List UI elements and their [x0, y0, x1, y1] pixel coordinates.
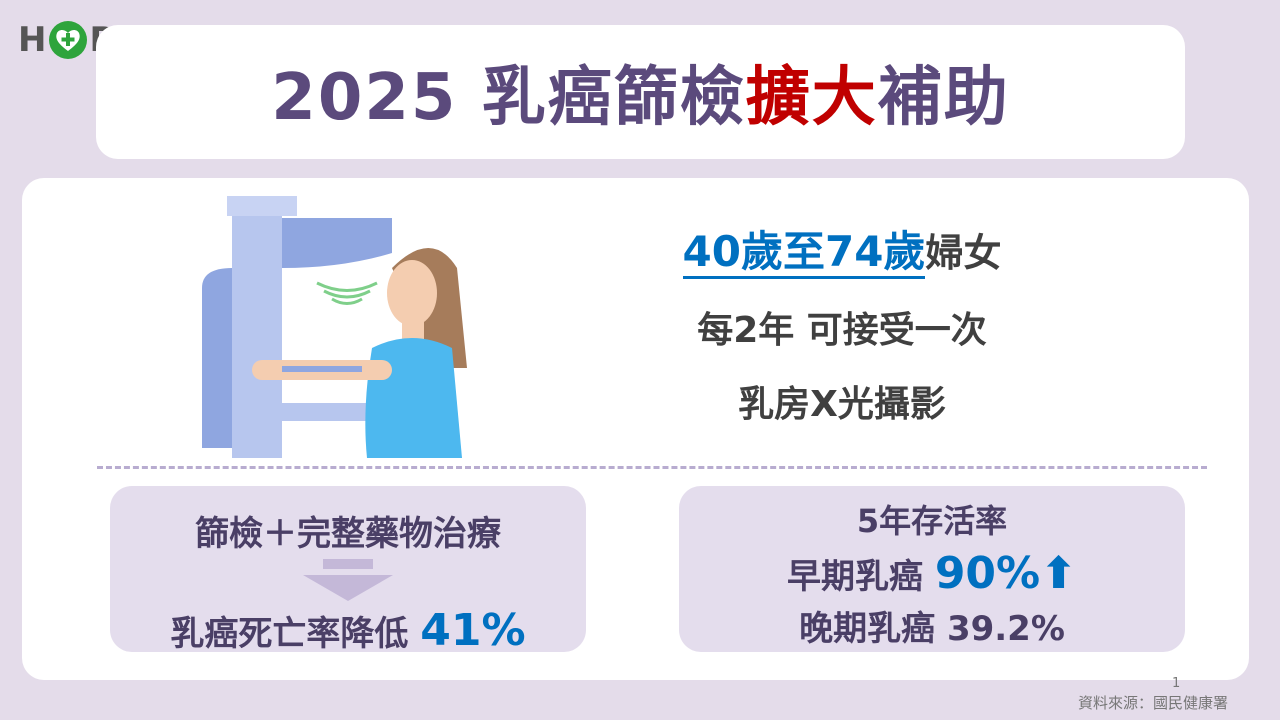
early-value: 90%: [934, 548, 1041, 599]
frequency-text: 每2年 可接受一次: [697, 310, 987, 351]
title-part: 2025 乳癌篩檢: [271, 61, 746, 135]
arrow-down-icon-head: [303, 575, 393, 601]
eligibility-info: 40歲至74歲婦女 每2年 可接受一次 乳房X光攝影: [582, 218, 1102, 427]
title-banner: 2025 乳癌篩檢擴大補助: [96, 25, 1185, 159]
page-title: 2025 乳癌篩檢擴大補助: [271, 46, 1009, 138]
exam-text: 乳房X光攝影: [738, 384, 946, 425]
logo-text: H: [18, 20, 48, 60]
late-value: 39.2%: [946, 609, 1065, 649]
mortality-label: 乳癌死亡率降低: [170, 614, 409, 654]
page-number: 1: [1172, 676, 1181, 691]
title-part: 補助: [877, 61, 1010, 135]
mammography-illustration: [202, 196, 467, 458]
survival-heading: 5年存活率: [856, 502, 1008, 540]
survival-box: 5年存活率 早期乳癌 90%⬆ 晚期乳癌 39.2%: [679, 486, 1185, 652]
divider: [97, 466, 1207, 469]
source-note: 資料來源：國民健康署: [1078, 694, 1229, 712]
heart-cross-icon: [49, 21, 88, 59]
mortality-value: 41%: [420, 605, 526, 656]
arrow-down-icon: [323, 559, 373, 569]
mortality-box: 篩檢＋完整藥物治療 乳癌死亡率降低 41%: [110, 486, 586, 656]
title-highlight: 擴大: [745, 61, 878, 135]
treatment-text: 篩檢＋完整藥物治療: [195, 514, 501, 554]
arrow-up-icon: ⬆: [1040, 548, 1078, 599]
age-range: 40歲至74歲: [682, 227, 926, 279]
content-card: 40歲至74歲婦女 每2年 可接受一次 乳房X光攝影 篩檢＋完整藥物治療 乳癌死…: [22, 178, 1249, 680]
late-label: 晚期乳癌: [799, 609, 936, 649]
early-label: 早期乳癌: [786, 557, 923, 597]
age-suffix: 婦女: [925, 231, 1002, 275]
